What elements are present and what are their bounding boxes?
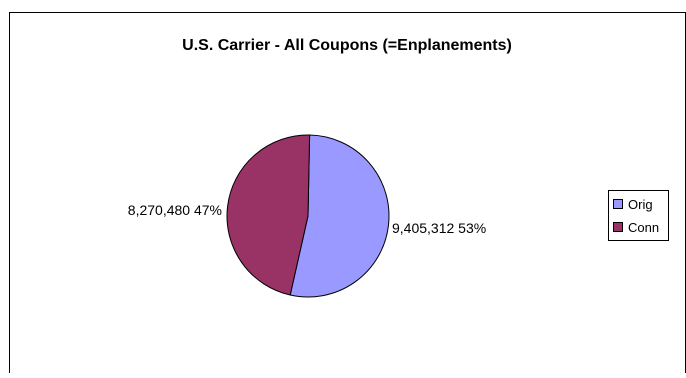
slice-label-orig: 9,405,312 53% (392, 220, 486, 236)
legend-swatch-conn (613, 222, 623, 232)
pie-slice-orig (289, 134, 390, 298)
legend-box (608, 190, 669, 241)
legend-swatch-orig (613, 199, 623, 209)
legend-label-conn: Conn (628, 220, 659, 235)
pie-slices (226, 134, 390, 298)
slice-label-conn: 8,270,480 47% (128, 202, 222, 218)
pie-slice-conn (226, 134, 311, 296)
legend: Orig Conn (608, 190, 669, 241)
chart-title: U.S. Carrier - All Coupons (=Enplanement… (182, 37, 512, 54)
legend-label-orig: Orig (628, 197, 653, 212)
